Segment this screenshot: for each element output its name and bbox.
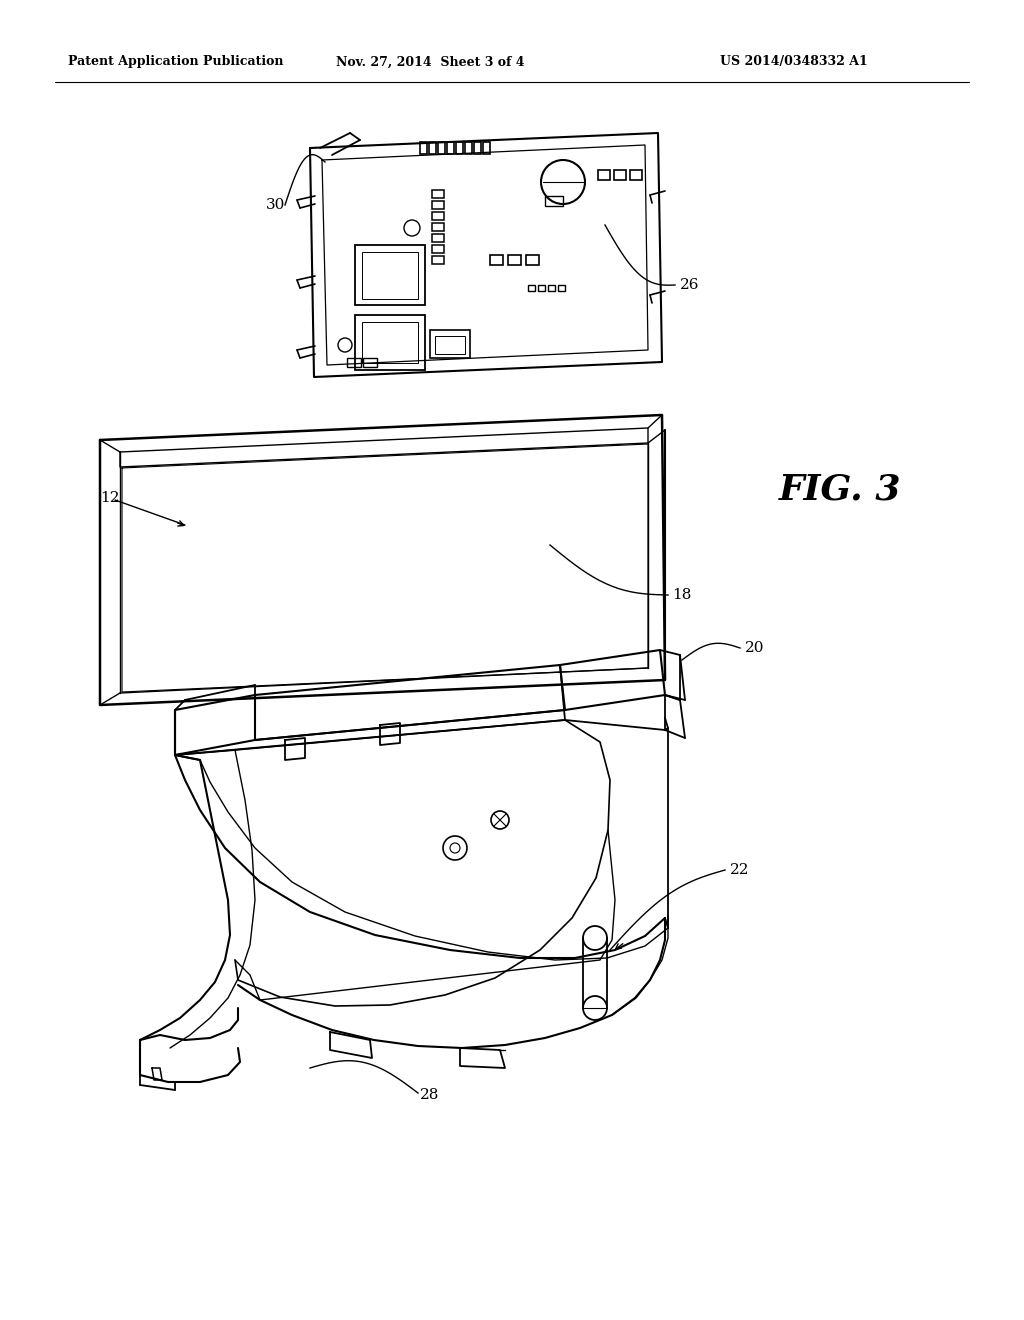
Bar [420,143,427,154]
Bar [432,256,444,264]
Text: 30: 30 [265,198,285,213]
Bar [545,195,563,206]
Text: 12: 12 [100,491,120,506]
Bar [362,322,418,363]
Text: Nov. 27, 2014  Sheet 3 of 4: Nov. 27, 2014 Sheet 3 of 4 [336,55,524,69]
Bar [362,252,418,300]
Bar [548,285,555,290]
Bar [526,255,539,265]
Text: US 2014/0348332 A1: US 2014/0348332 A1 [720,55,867,69]
Bar [432,246,444,253]
Text: 22: 22 [730,863,750,876]
Text: 18: 18 [672,587,691,602]
Bar [432,190,444,198]
Text: FIG. 3: FIG. 3 [778,473,901,507]
Bar [490,255,503,265]
Bar [432,213,444,220]
Bar [362,358,377,367]
Text: 28: 28 [420,1088,439,1102]
Bar [355,315,425,370]
Bar [430,330,470,358]
Bar [474,143,481,154]
Bar [447,143,454,154]
Bar [598,170,610,180]
Bar [347,358,361,367]
Text: 26: 26 [680,279,699,292]
Bar [456,143,463,154]
Bar [483,143,490,154]
Bar [432,201,444,209]
Bar [435,337,465,354]
Bar [538,285,545,290]
Bar [528,285,535,290]
Bar [432,223,444,231]
Text: Patent Application Publication: Patent Application Publication [68,55,284,69]
Bar [432,234,444,242]
Bar [429,143,436,154]
Text: 20: 20 [745,642,765,655]
Bar [614,170,626,180]
Bar [465,143,472,154]
Bar [508,255,521,265]
Bar [558,285,565,290]
Bar [438,143,445,154]
Bar [355,246,425,305]
Bar [630,170,642,180]
